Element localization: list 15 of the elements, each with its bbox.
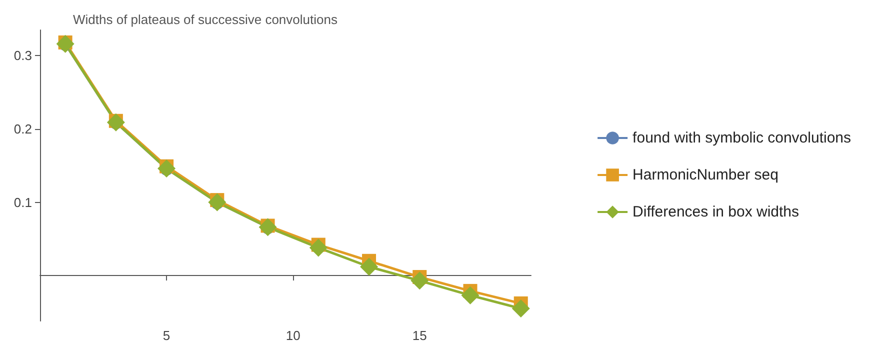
legend-label: found with symbolic convolutions xyxy=(632,130,852,146)
point xyxy=(410,272,429,290)
chart-title: Widths of plateaus of successive convolutions xyxy=(73,12,338,27)
point xyxy=(360,258,378,276)
x-tick-label: 5 xyxy=(162,328,170,343)
legend-label: Differences in box widths xyxy=(632,204,800,220)
y-tick-label: 0.2 xyxy=(14,121,32,136)
point xyxy=(512,300,530,318)
point xyxy=(461,286,480,304)
y-tick-label: 0.1 xyxy=(14,194,32,210)
point xyxy=(309,238,328,257)
legend-label: HarmonicNumber seq xyxy=(632,166,778,184)
y-tick-label: 0.3 xyxy=(14,48,32,64)
x-tick-label: 15 xyxy=(412,328,427,343)
x-tick-label: 10 xyxy=(286,328,300,343)
